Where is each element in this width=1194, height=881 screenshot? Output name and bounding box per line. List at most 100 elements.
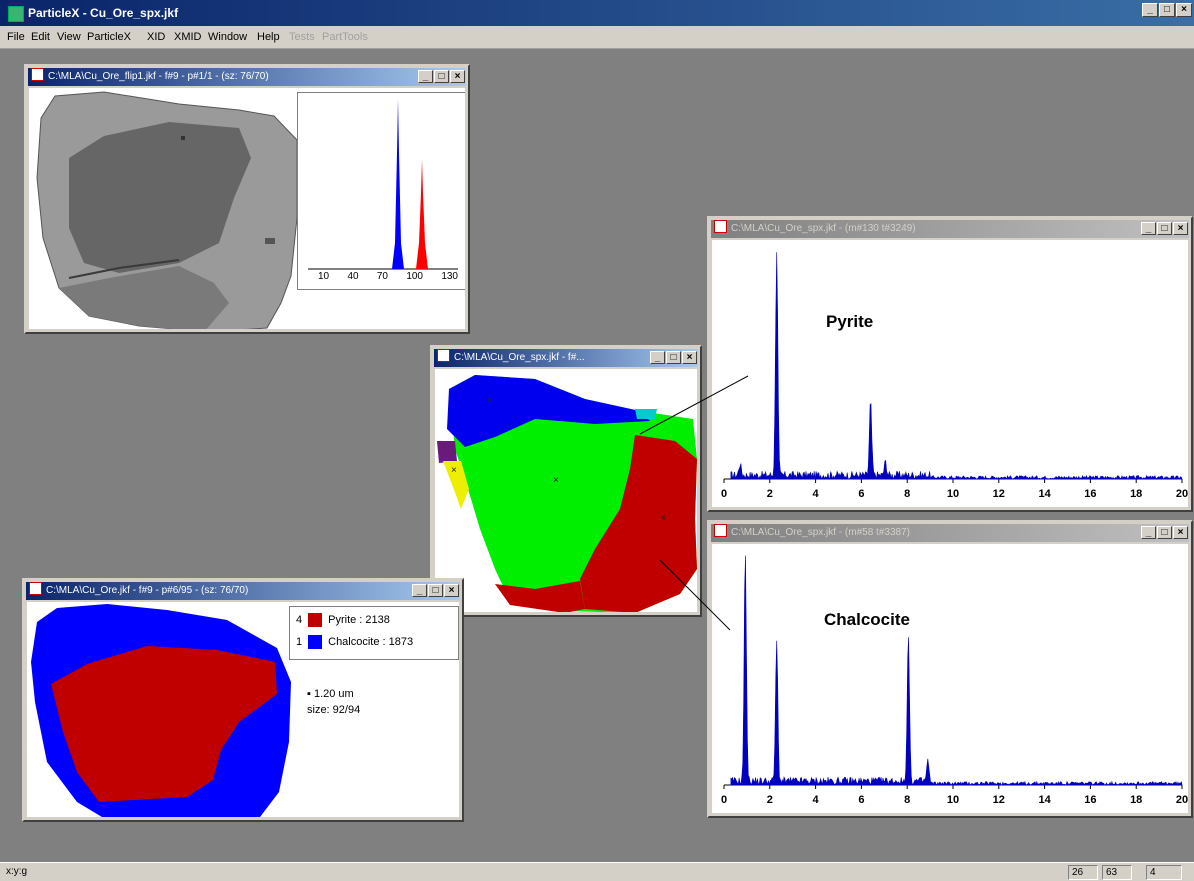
close-button[interactable]: × (1173, 526, 1188, 539)
legend-row-pyrite[interactable]: 4 Pyrite : 2138 (296, 613, 390, 627)
phase-map-title-bar[interactable]: C:\MLA\Cu_Ore_spx.jkf - f#... _ □ × (434, 349, 698, 367)
spectrum-tick-label: 12 (993, 794, 1005, 806)
chalcocite-window-title: C:\MLA\Cu_Ore_spx.jkf - (m#58 t#3387) (731, 527, 910, 538)
spectrum-label-chalcocite: Chalcocite (824, 610, 910, 629)
menu-view[interactable]: View (57, 31, 81, 43)
spectrum-tick-label: 14 (1038, 488, 1051, 500)
phase-map-image[interactable]: × × × × (435, 369, 697, 612)
chalcocite-spectrum-content: 0 2 4 6 8 10 12 14 16 18 20 Chalcocite (712, 544, 1188, 813)
legend-count: 4 (296, 614, 303, 626)
menu-file[interactable]: File (7, 31, 25, 43)
spectrum-tick-label: 0 (721, 794, 727, 806)
histogram-peak-red (416, 159, 428, 269)
histogram-chart (308, 99, 458, 270)
app-title-bar[interactable]: ParticleX - Cu_Ore_spx.jkf _ □ × (0, 0, 1194, 26)
menu-xmid[interactable]: XMID (174, 31, 202, 43)
maximize-button[interactable]: □ (1157, 222, 1172, 235)
status-cell-x: 26 (1068, 865, 1098, 880)
spectrum-series (730, 252, 1183, 480)
spectrum-tick-label: 8 (904, 794, 910, 806)
app-icon (8, 6, 24, 22)
particle-size-text: size: 92/94 (307, 704, 361, 716)
spectrum-tick-label: 18 (1130, 794, 1142, 806)
minimize-button[interactable]: _ (1141, 526, 1156, 539)
minimize-button[interactable]: _ (418, 70, 433, 83)
minimize-button[interactable]: _ (412, 584, 427, 597)
phase-legend: 4 Pyrite : 2138 1 Chalcocite : 1873 (289, 606, 459, 660)
histogram-tick: 130 (441, 271, 458, 282)
histogram-tick: 100 (406, 271, 423, 282)
maximize-button[interactable]: □ (434, 70, 449, 83)
phase-map-window[interactable]: C:\MLA\Cu_Ore_spx.jkf - f#... _ □ × × × … (430, 345, 702, 617)
close-button[interactable]: × (682, 351, 697, 364)
classified-particle-image[interactable] (27, 602, 297, 817)
minimize-button[interactable]: _ (1141, 222, 1156, 235)
classified-title-bar[interactable]: C:\MLA\Cu_Ore.jkf - f#9 - p#6/95 - (sz: … (26, 582, 460, 600)
menu-xid[interactable]: XID (147, 31, 166, 43)
legend-label: Chalcocite : 1873 (328, 636, 414, 648)
spectrum-tick-label: 20 (1176, 794, 1188, 806)
legend-label: Pyrite : 2138 (328, 614, 390, 626)
pyrite-spectrum-window[interactable]: C:\MLA\Cu_Ore_spx.jkf - (m#130 t#3249) _… (707, 216, 1193, 512)
spectrum-tick-label: 4 (813, 794, 820, 806)
bse-window-title: C:\MLA\Cu_Ore_flip1.jkf - f#9 - p#1/1 - … (48, 71, 269, 82)
document-icon (714, 220, 727, 233)
minimize-button[interactable]: _ (650, 351, 665, 364)
pyrite-spectrum-content: 0 2 4 6 8 10 12 14 16 18 20 Pyrite (712, 240, 1188, 507)
classified-particle-window[interactable]: C:\MLA\Cu_Ore.jkf - f#9 - p#6/95 - (sz: … (22, 578, 464, 822)
document-icon (437, 349, 450, 362)
pixel-size-text: ▪ 1.20 um (307, 688, 354, 700)
spectrum-tick-label: 4 (813, 488, 820, 500)
particle-marker: × (451, 465, 457, 476)
classified-content: 4 Pyrite : 2138 1 Chalcocite : 1873 ▪ 1.… (27, 602, 459, 817)
chalcocite-spectrum-chart: 0 2 4 6 8 10 12 14 16 18 20 (721, 555, 1188, 806)
close-button[interactable]: × (1176, 3, 1192, 17)
menu-tests: Tests (289, 31, 315, 43)
document-icon (31, 68, 44, 81)
status-bar: x:y:g 26 63 4 (0, 862, 1194, 881)
spectrum-label-pyrite: Pyrite (826, 312, 874, 331)
spectrum-tick-label: 16 (1084, 488, 1096, 500)
menu-window[interactable]: Window (208, 31, 248, 43)
spectrum-tick-label: 18 (1130, 488, 1142, 500)
maximize-button[interactable]: □ (666, 351, 681, 364)
menu-bar: File Edit View ParticleX XID XMID Window… (0, 26, 1194, 49)
particle-marker: × (553, 475, 559, 486)
spectrum-tick-label: 0 (721, 488, 727, 500)
bse-particle-image[interactable] (29, 88, 465, 329)
menu-help[interactable]: Help (257, 31, 280, 43)
spectrum-series (730, 555, 1183, 786)
close-button[interactable]: × (450, 70, 465, 83)
histogram-panel: 10 40 70 100 130 (297, 92, 465, 290)
phase-map-content: × × × × (435, 369, 697, 612)
bse-title-bar[interactable]: C:\MLA\Cu_Ore_flip1.jkf - f#9 - p#1/1 - … (28, 68, 466, 86)
maximize-button[interactable]: □ (1159, 3, 1175, 17)
spectrum-tick-label: 16 (1084, 794, 1096, 806)
legend-row-chalcocite[interactable]: 1 Chalcocite : 1873 (296, 635, 413, 649)
histogram-tick: 70 (376, 271, 388, 282)
spectrum-tick-label: 10 (947, 488, 959, 500)
chalcocite-spectrum-title-bar[interactable]: C:\MLA\Cu_Ore_spx.jkf - (m#58 t#3387) _ … (711, 524, 1189, 542)
maximize-button[interactable]: □ (1157, 526, 1172, 539)
histogram-tick: 40 (347, 271, 359, 282)
menu-particlex[interactable]: ParticleX (87, 31, 132, 43)
maximize-button[interactable]: □ (428, 584, 443, 597)
pyrite-spectrum-title-bar[interactable]: C:\MLA\Cu_Ore_spx.jkf - (m#130 t#3249) _… (711, 220, 1189, 238)
document-icon (29, 582, 42, 595)
bse-image-window[interactable]: C:\MLA\Cu_Ore_flip1.jkf - f#9 - p#1/1 - … (24, 64, 470, 334)
histogram-axis: 10 40 70 100 130 (318, 271, 458, 282)
spectrum-tick-label: 2 (767, 794, 773, 806)
chalcocite-spectrum-window[interactable]: C:\MLA\Cu_Ore_spx.jkf - (m#58 t#3387) _ … (707, 520, 1193, 818)
histogram-tick: 10 (318, 271, 330, 282)
spectrum-tick-label: 8 (904, 488, 910, 500)
spectrum-tick-label: 12 (993, 488, 1005, 500)
menu-edit[interactable]: Edit (31, 31, 50, 43)
minimize-button[interactable]: _ (1142, 3, 1158, 17)
spectrum-tick-label: 6 (858, 794, 864, 806)
pyrite-window-title: C:\MLA\Cu_Ore_spx.jkf - (m#130 t#3249) (731, 223, 916, 234)
spectrum-tick-label: 20 (1176, 488, 1188, 500)
phase-map-window-title: C:\MLA\Cu_Ore_spx.jkf - f#... (454, 352, 585, 363)
app-title: ParticleX - Cu_Ore_spx.jkf (28, 6, 179, 20)
close-button[interactable]: × (1173, 222, 1188, 235)
close-button[interactable]: × (444, 584, 459, 597)
